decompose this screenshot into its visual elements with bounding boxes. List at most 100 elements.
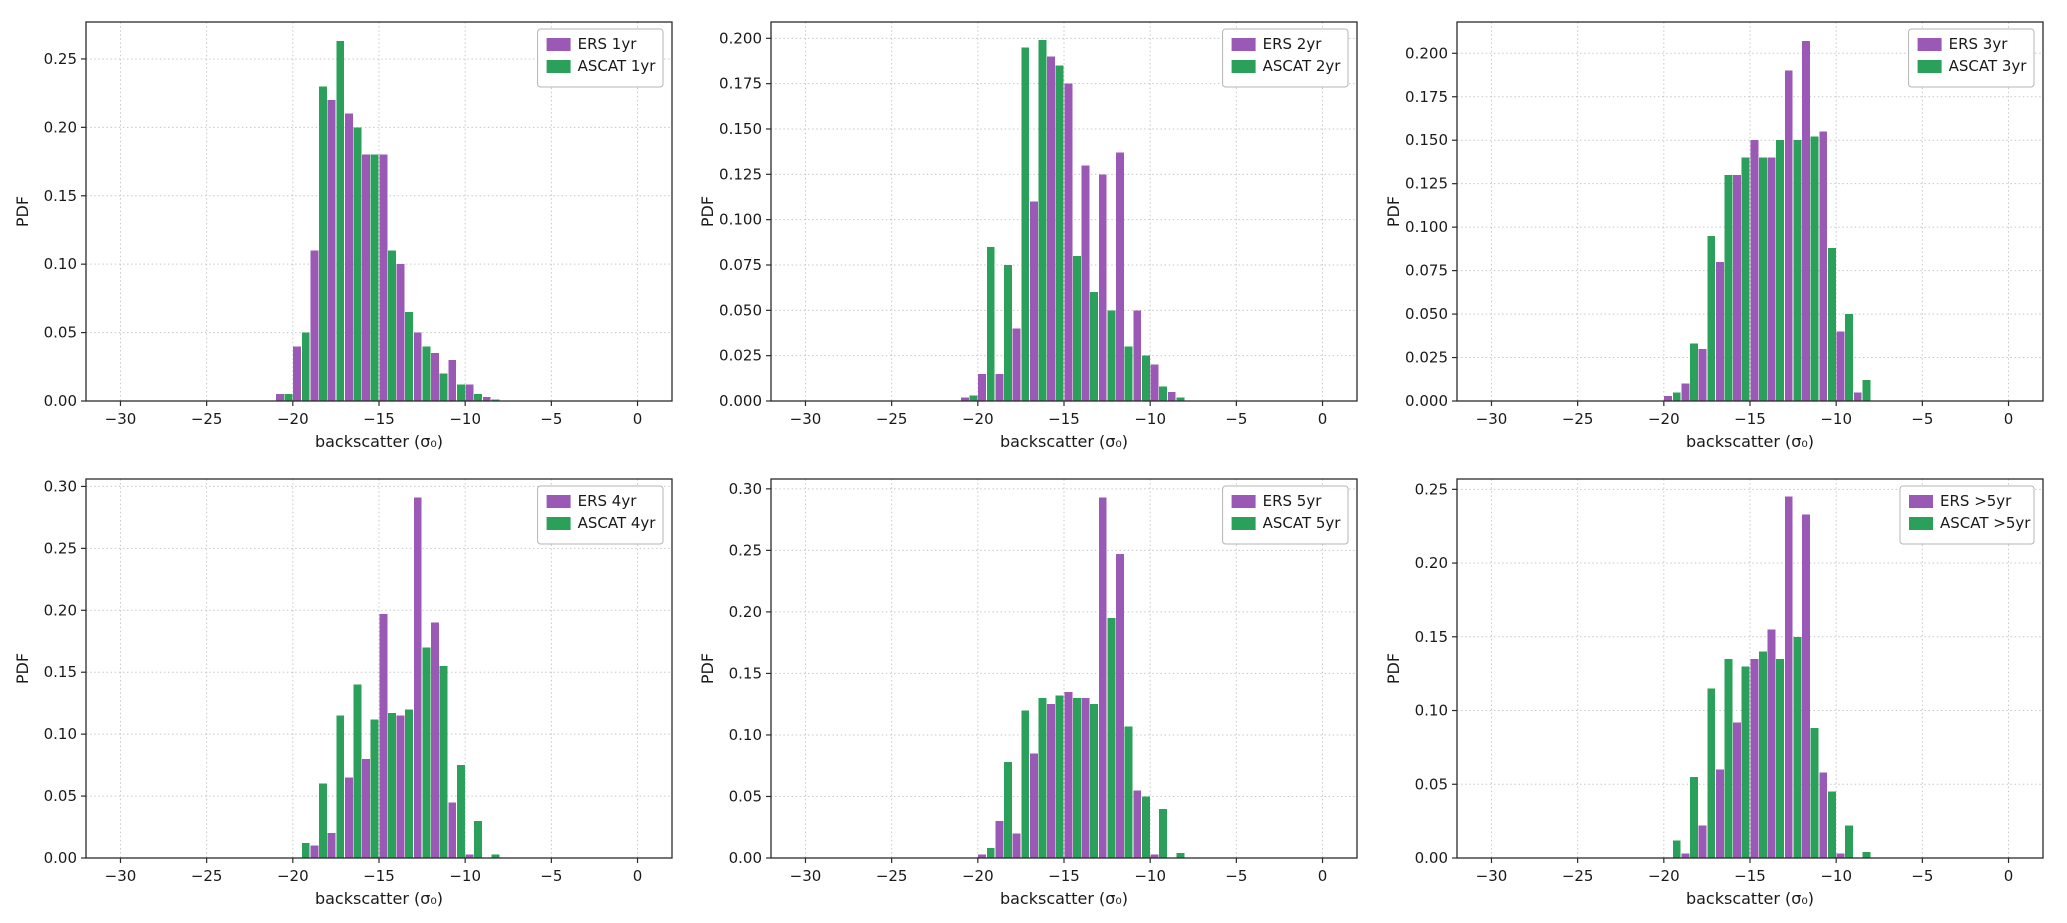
x-tick-label: 0: [633, 410, 643, 428]
histogram-bar-ascat: [1845, 313, 1854, 401]
histogram-bar-ascat: [353, 684, 362, 859]
x-tick-label: −20: [1648, 867, 1680, 885]
y-tick-label: 0.20: [43, 602, 76, 620]
histogram-bar-ascat: [1862, 852, 1871, 859]
legend-swatch-ers: [1909, 495, 1934, 509]
y-tick-label: 0.30: [43, 478, 76, 496]
histogram-bar-ers: [465, 384, 474, 401]
histogram-bar-ascat: [1176, 853, 1185, 859]
histogram-bar-ascat: [1690, 777, 1699, 859]
histogram-bar-ascat: [456, 765, 465, 859]
histogram-bar-ers: [961, 397, 970, 401]
x-axis-label: backscatter (σ₀): [1686, 432, 1814, 451]
histogram-bar-ers: [1681, 383, 1690, 401]
histogram-bar-ers: [1716, 261, 1724, 401]
x-axis-label: backscatter (σ₀): [1000, 889, 1128, 908]
histogram-bar-ers: [1664, 395, 1673, 401]
histogram-bar-ers: [1836, 853, 1845, 859]
legend-label: ERS 2yr: [1263, 35, 1323, 53]
histogram-bar-ascat: [439, 666, 448, 859]
y-tick-label: 0.10: [1415, 702, 1448, 720]
histogram-bar-ascat: [422, 647, 431, 859]
y-tick-label: 0.025: [720, 346, 763, 364]
y-tick-label: 0.100: [1405, 218, 1448, 236]
subplot-cell-3yr: −30 −25 −20 −15 −10 −5 0 0.000 0.025 0.050 0.075 0.…: [1379, 6, 2059, 460]
histogram-bar-ascat: [1159, 809, 1168, 859]
legend-label: ERS >5yr: [1940, 492, 2012, 510]
histogram-bar-ers: [1116, 152, 1125, 401]
histogram-bar-ers: [1151, 364, 1159, 401]
histogram-bar-ascat: [456, 384, 465, 401]
histogram-bar-ascat: [1759, 651, 1768, 859]
histogram-bar-ers: [1116, 554, 1125, 859]
x-axis-label: backscatter (σ₀): [1000, 432, 1128, 451]
y-tick-label: 0.050: [1405, 305, 1448, 323]
y-tick-label: 0.10: [43, 255, 76, 273]
y-tick-label: 0.200: [720, 29, 763, 47]
x-axis-label: backscatter (σ₀): [315, 889, 443, 908]
histogram-bar-ascat: [1073, 255, 1082, 401]
histogram-bar-ers: [978, 373, 987, 401]
histogram-bar-ascat: [387, 713, 396, 859]
x-tick-label: 0: [2004, 867, 2014, 885]
legend-swatch-ascat: [1909, 517, 1934, 531]
histogram-bar-ers: [1784, 496, 1793, 859]
histogram-bar-ascat: [1793, 139, 1802, 401]
x-tick-label: −15: [363, 410, 395, 428]
histogram-bar-ascat: [1759, 157, 1768, 401]
histogram-ers-ascat-5yr: −30 −25 −20 −15 −10 −5 0 0.00 0.05 0.10 0.15 0.20 0.…: [698, 478, 1359, 908]
histogram-bar-ascat: [1038, 698, 1047, 859]
legend-label: ERS 3yr: [1949, 35, 2009, 53]
histogram-bar-ascat: [1056, 695, 1065, 859]
histogram-bar-ers: [1082, 165, 1090, 401]
histogram-bar-ers: [344, 777, 353, 859]
legend-swatch-ascat: [546, 59, 571, 73]
histogram-bar-ers: [379, 614, 388, 859]
histogram-bar-ascat: [1741, 666, 1750, 859]
x-tick-label: −5: [1226, 867, 1248, 885]
x-tick-label: −30: [1476, 410, 1508, 428]
subplot-cell-4yr: −30 −25 −20 −15 −10 −5 0 0.00 0.05 0.10 0.15 0.20 0.…: [8, 464, 688, 918]
histogram-bar-ers: [1767, 157, 1776, 401]
histogram-bar-ers: [1030, 201, 1039, 401]
x-axis-label: backscatter (σ₀): [1686, 889, 1814, 908]
histogram-bar-ascat: [284, 393, 293, 401]
histogram-bar-ascat: [1021, 710, 1030, 859]
histogram-bar-ers: [1836, 331, 1845, 401]
y-tick-label: 0.00: [43, 849, 76, 867]
histogram-bar-ers: [1698, 348, 1707, 401]
x-tick-label: −30: [1476, 867, 1508, 885]
histogram-bar-ers: [1082, 698, 1090, 859]
histogram-bar-ascat: [1073, 698, 1082, 859]
histogram-bar-ers: [310, 845, 319, 859]
histogram-bar-ers: [1853, 392, 1862, 401]
histogram-bar-ascat: [370, 719, 379, 859]
y-tick-label: 0.100: [720, 210, 763, 228]
histogram-bar-ascat: [987, 246, 996, 401]
y-tick-label: 0.125: [1405, 174, 1448, 192]
histogram-bar-ers: [396, 715, 405, 859]
legend-label: ERS 5yr: [1263, 492, 1323, 510]
y-tick-label: 0.25: [43, 50, 76, 68]
subplot-cell-5yr: −30 −25 −20 −15 −10 −5 0 0.00 0.05 0.10 0.15 0.20 0.…: [694, 464, 1374, 918]
histogram-bar-ers: [1099, 497, 1108, 859]
histogram-bar-ers: [1064, 83, 1073, 401]
histogram-bar-ers: [1064, 692, 1073, 859]
x-tick-label: −25: [1562, 410, 1594, 428]
histogram-bar-ascat: [1672, 392, 1681, 401]
y-axis-label: PDF: [13, 653, 32, 684]
histogram-bar-ers: [995, 821, 1004, 859]
x-tick-label: −30: [104, 410, 136, 428]
y-tick-label: 0.00: [1415, 849, 1448, 867]
y-tick-label: 0.20: [1415, 554, 1448, 572]
histogram-bar-ascat: [1793, 637, 1802, 859]
histogram-bar-ascat: [1862, 379, 1871, 401]
histogram-bar-ers: [448, 802, 457, 859]
x-tick-label: −20: [1648, 410, 1680, 428]
histogram-bar-ers: [292, 346, 301, 401]
y-tick-label: 0.05: [43, 323, 76, 341]
histogram-bar-ascat: [353, 127, 362, 401]
histogram-bar-ascat: [405, 311, 413, 401]
y-tick-label: 0.25: [729, 542, 762, 560]
